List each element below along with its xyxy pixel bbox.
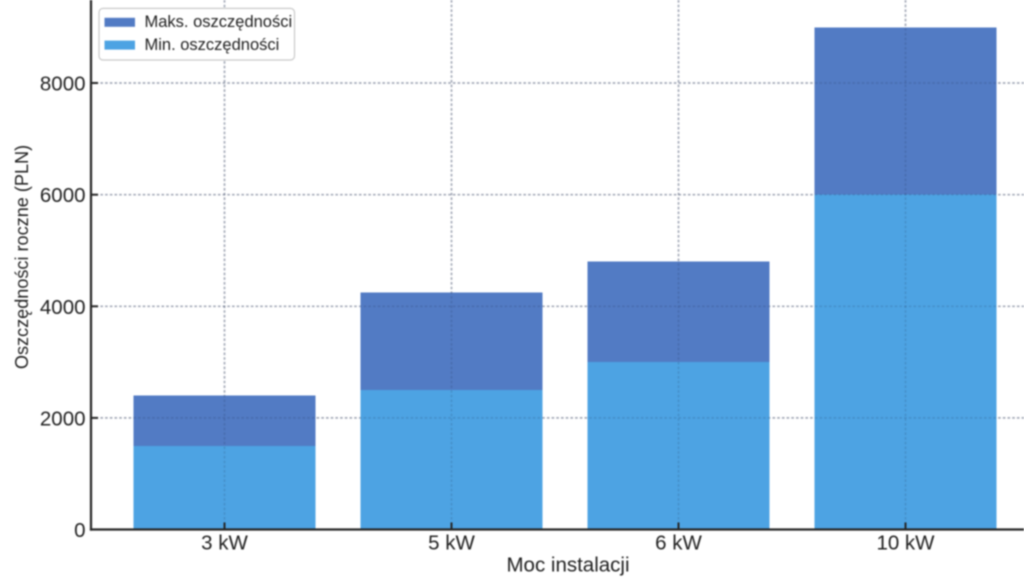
svg-text:4000: 4000 bbox=[40, 296, 86, 319]
svg-text:0: 0 bbox=[74, 519, 85, 542]
svg-text:6 kW: 6 kW bbox=[655, 532, 702, 555]
svg-text:Maks. oszczędności: Maks. oszczędności bbox=[145, 13, 293, 31]
svg-text:2000: 2000 bbox=[40, 407, 86, 430]
svg-text:Oszczędności roczne (PLN): Oszczędności roczne (PLN) bbox=[12, 145, 32, 369]
svg-text:8000: 8000 bbox=[40, 73, 86, 96]
svg-text:Min. oszczędności: Min. oszczędności bbox=[145, 36, 280, 54]
svg-text:Moc instalacji: Moc instalacji bbox=[506, 554, 629, 577]
svg-text:5 kW: 5 kW bbox=[428, 532, 475, 555]
svg-text:3 kW: 3 kW bbox=[201, 532, 248, 555]
svg-text:6000: 6000 bbox=[40, 184, 86, 207]
svg-text:10 kW: 10 kW bbox=[876, 532, 935, 555]
